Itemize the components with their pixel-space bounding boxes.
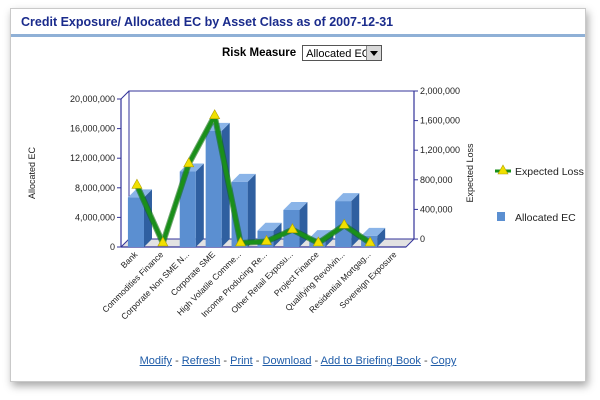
line-marker-icon [157,236,169,247]
right-tick-label: 1,600,000 [420,116,460,126]
category-label: Bank [119,249,140,270]
link-print[interactable]: Print [230,355,253,367]
title-divider [11,34,585,37]
y-axis-title: Allocated EC [27,146,37,199]
right-tick-label: 0 [420,234,425,244]
right-tick-label: 400,000 [420,204,453,214]
legend-expected-loss: Expected Loss [515,166,584,178]
line-marker-icon [260,234,273,245]
link-add-to-briefing-book[interactable]: Add to Briefing Book [320,355,421,367]
risk-measure-select[interactable]: Allocated EC [302,45,383,61]
line-marker-icon [131,178,143,189]
chevron-down-icon[interactable] [366,46,382,60]
right-tick-label: 1,200,000 [420,145,460,155]
bar-side [195,163,204,247]
bar [205,130,222,247]
bar-top [361,227,386,236]
link-download[interactable]: Download [262,355,312,367]
plot-back-wall [128,90,415,240]
bar-side [377,227,386,247]
link-separator: - [220,355,231,367]
link-modify[interactable]: Modify [139,355,173,367]
left-tick-label: 16,000,000 [70,124,115,134]
bar-top [283,202,308,210]
line-marker-icon [209,109,221,120]
left-tick-label: 8,000,000 [75,183,115,193]
link-separator: - [252,355,263,367]
right-tick-label: 2,000,000 [420,86,460,96]
link-separator: - [172,355,182,367]
link-separator: - [420,355,431,367]
left-tick-label: 12,000,000 [70,153,115,163]
line-marker-icon [364,236,376,247]
bar-side [351,193,360,247]
link-separator: - [311,355,321,367]
axis-corner-line [120,90,130,100]
bar [127,197,144,247]
line-marker-icon [312,236,324,247]
bar-top [257,222,282,231]
bar-top [335,193,360,202]
action-links: Modify - Refresh - Print - Download - Ad… [11,355,585,367]
bar-side [247,173,256,247]
chart-panel: Credit Exposure/ Allocated EC by Asset C… [10,8,586,382]
left-tick-label: 0 [110,242,115,252]
left-tick-label: 4,000,000 [75,212,115,222]
risk-measure-value: Allocated EC [306,48,370,60]
legend-allocated-ec: Allocated EC [515,212,576,224]
y2-axis-title: Expected Loss [465,143,475,203]
expected-loss-line [135,113,372,245]
bar [179,171,196,247]
risk-measure-row: Risk Measure Allocated EC [222,45,383,61]
line-marker-icon [235,236,247,247]
combo-chart: 0 4,000,000 8,000,000 12,000,000 16,000,000 2… [27,86,584,322]
link-refresh[interactable]: Refresh [181,355,221,367]
right-tick-label: 800,000 [420,175,453,185]
legend-marker-icon [497,164,509,175]
legend-bar-swatch [497,212,505,221]
line-marker-icon [286,223,298,233]
link-copy[interactable]: Copy [430,355,457,367]
page-title: Credit Exposure/ Allocated EC by Asset C… [21,15,394,29]
risk-measure-label: Risk Measure [222,47,297,59]
line-marker-icon [338,218,350,229]
left-tick-label: 20,000,000 [70,94,115,104]
line-marker-icon [183,157,195,168]
bar-top [231,173,256,182]
